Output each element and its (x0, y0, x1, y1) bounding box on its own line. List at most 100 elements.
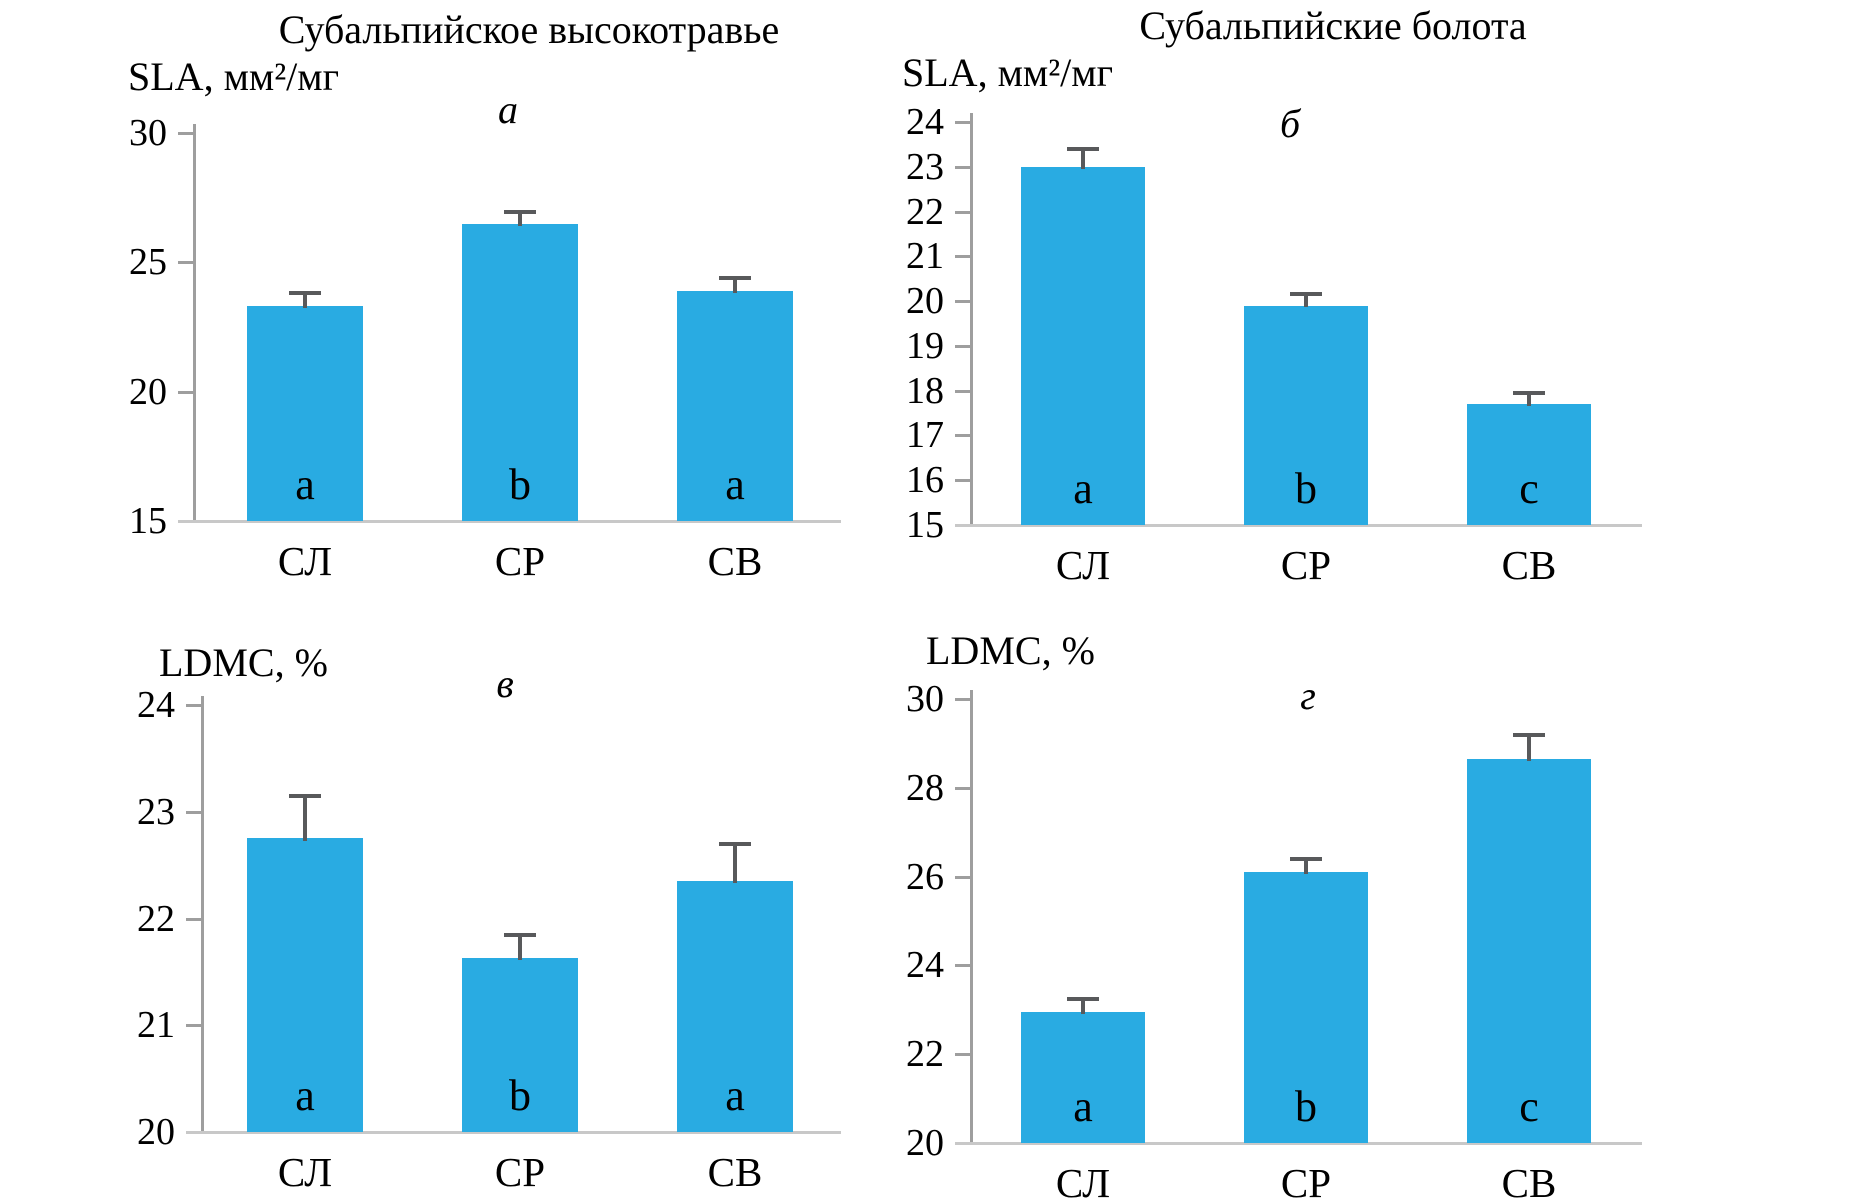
x-axis-line (178, 520, 841, 523)
y-tick-label: 25 (129, 241, 167, 283)
y-tick-label: 17 (906, 414, 944, 456)
error-bar-line (303, 796, 307, 841)
y-tick-label: 18 (906, 370, 944, 412)
x-tick-label: СЛ (1055, 1160, 1111, 1201)
y-tick-label: 21 (137, 1004, 175, 1046)
bar (1467, 759, 1591, 1143)
bar (247, 306, 363, 521)
error-bar-line (303, 293, 307, 308)
significance-letter: a (725, 1071, 745, 1120)
error-bar-cap (719, 842, 751, 846)
y-tick (955, 211, 972, 214)
y-tick (178, 132, 195, 135)
bar (1021, 1012, 1145, 1143)
x-tick-label: СР (494, 1149, 546, 1195)
y-tick (955, 166, 972, 169)
y-tick-label: 30 (129, 112, 167, 154)
y-tick (955, 300, 972, 303)
bar (677, 291, 793, 521)
error-bar-cap (1290, 857, 1322, 861)
panel-letter: б (1279, 101, 1301, 146)
y-tick-label: 28 (906, 767, 944, 809)
y-tick-label: 23 (137, 791, 175, 833)
error-bar-line (1081, 149, 1085, 169)
y-tick (955, 964, 972, 967)
panel-letter: г (1300, 673, 1316, 718)
y-tick-label: 22 (137, 898, 175, 940)
y-tick-label: 24 (906, 101, 944, 143)
bar (462, 224, 578, 521)
significance-letter: b (1295, 464, 1317, 513)
y-tick (178, 391, 195, 394)
error-bar-cap (719, 276, 751, 280)
significance-letter: a (725, 460, 745, 509)
y-tick-label: 23 (906, 146, 944, 188)
error-bar-line (518, 935, 522, 960)
significance-letter: a (1073, 1082, 1093, 1131)
y-tick-label: 20 (906, 1122, 944, 1164)
y-tick (955, 698, 972, 701)
y-tick-label: 24 (137, 684, 175, 726)
error-bar-cap (289, 291, 321, 295)
significance-letter: b (509, 460, 531, 509)
y-tick-label: 16 (906, 459, 944, 501)
significance-letter: c (1519, 464, 1539, 513)
y-tick (186, 811, 203, 814)
y-tick-label: 24 (906, 944, 944, 986)
y-tick (955, 787, 972, 790)
x-tick-label: СВ (707, 538, 763, 584)
y-tick-label: 30 (906, 678, 944, 720)
y-tick (955, 390, 972, 393)
x-tick-label: СЛ (1055, 542, 1111, 588)
y-tick (955, 479, 972, 482)
error-bar-line (733, 844, 737, 883)
error-bar-line (1527, 735, 1531, 761)
error-bar-line (1304, 859, 1308, 874)
significance-letter: b (509, 1071, 531, 1120)
x-axis-line (955, 524, 1642, 527)
y-tick (186, 704, 203, 707)
panel-letter: а (498, 87, 518, 132)
y-tick-label: 22 (906, 1033, 944, 1075)
y-tick (955, 1053, 972, 1056)
y-tick (955, 255, 972, 258)
x-axis-line (955, 1142, 1642, 1145)
bar (677, 881, 793, 1132)
y-axis-title: SLA, мм²/мг (128, 54, 340, 99)
error-bar-cap (504, 210, 536, 214)
bar (1021, 167, 1145, 525)
bar (462, 958, 578, 1132)
y-tick-label: 20 (137, 1111, 175, 1153)
y-tick (955, 345, 972, 348)
y-tick-label: 19 (906, 325, 944, 367)
error-bar-cap (1290, 292, 1322, 296)
y-tick (955, 876, 972, 879)
y-tick (186, 918, 203, 921)
error-bar-line (1081, 999, 1085, 1014)
y-tick (186, 1024, 203, 1027)
x-tick-label: СЛ (277, 538, 333, 584)
x-tick-label: СР (1280, 1160, 1332, 1201)
bar (1244, 872, 1368, 1143)
error-bar-cap (504, 933, 536, 937)
bar (1467, 404, 1591, 525)
y-axis-line (970, 690, 973, 1143)
error-bar-cap (1067, 147, 1099, 151)
error-bar-cap (1513, 733, 1545, 737)
significance-letter: a (295, 460, 315, 509)
bar (247, 838, 363, 1132)
significance-letter: b (1295, 1082, 1317, 1131)
x-tick-label: СВ (1501, 1160, 1557, 1201)
y-tick (955, 121, 972, 124)
panel-letter: в (496, 661, 514, 706)
error-bar-line (518, 212, 522, 226)
error-bar-line (1304, 294, 1308, 307)
error-bar-cap (1513, 391, 1545, 395)
y-tick-label: 20 (906, 280, 944, 322)
y-tick (178, 261, 195, 264)
y-axis-line (193, 124, 196, 521)
y-tick-label: 20 (129, 371, 167, 413)
x-tick-label: СВ (707, 1149, 763, 1195)
y-axis-line (970, 113, 973, 525)
